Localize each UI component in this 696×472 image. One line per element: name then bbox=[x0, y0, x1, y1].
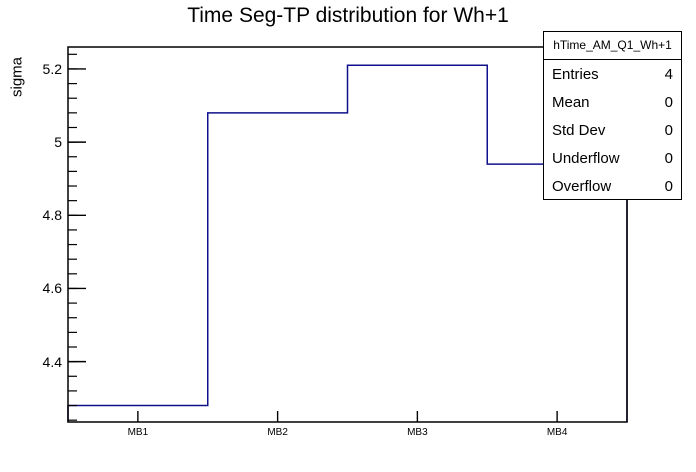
x-tick-label: MB4 bbox=[546, 427, 568, 438]
stats-box-title: hTime_AM_Q1_Wh+1 bbox=[544, 32, 681, 60]
stats-value: 0 bbox=[664, 93, 673, 111]
stats-value: 0 bbox=[664, 121, 673, 139]
y-tick-label: 4.6 bbox=[42, 280, 62, 297]
stats-row-underflow: Underflow 0 bbox=[544, 144, 681, 172]
x-tick-label: MB2 bbox=[267, 427, 288, 438]
stats-row-entries: Entries 4 bbox=[544, 60, 681, 88]
stats-label: Underflow bbox=[552, 149, 620, 167]
y-tick-label: 4.4 bbox=[42, 353, 62, 370]
stats-row-overflow: Overflow 0 bbox=[544, 172, 681, 200]
y-tick-label: 4.8 bbox=[42, 207, 62, 224]
stats-label: Overflow bbox=[552, 177, 612, 195]
y-tick-label: 5.2 bbox=[42, 60, 62, 77]
plot-frame bbox=[67, 46, 628, 423]
x-tick-label: MB1 bbox=[127, 427, 149, 438]
x-tick-label: MB3 bbox=[407, 427, 428, 438]
stats-label: Std Dev bbox=[552, 121, 606, 139]
y-tick-label: 5 bbox=[54, 134, 62, 151]
stats-value: 0 bbox=[664, 149, 673, 167]
stats-box: hTime_AM_Q1_Wh+1 Entries 4 Mean 0 Std De… bbox=[543, 31, 682, 200]
stats-label: Entries bbox=[552, 65, 599, 83]
chart-title: Time Seg-TP distribution for Wh+1 bbox=[187, 4, 509, 27]
stats-value: 4 bbox=[664, 65, 673, 83]
stats-rows: Entries 4 Mean 0 Std Dev 0 Underflow 0 O… bbox=[544, 60, 681, 200]
stats-row-mean: Mean 0 bbox=[544, 88, 681, 116]
stats-value: 0 bbox=[664, 177, 673, 195]
stats-row-stddev: Std Dev 0 bbox=[544, 116, 681, 144]
stats-label: Mean bbox=[552, 93, 590, 111]
